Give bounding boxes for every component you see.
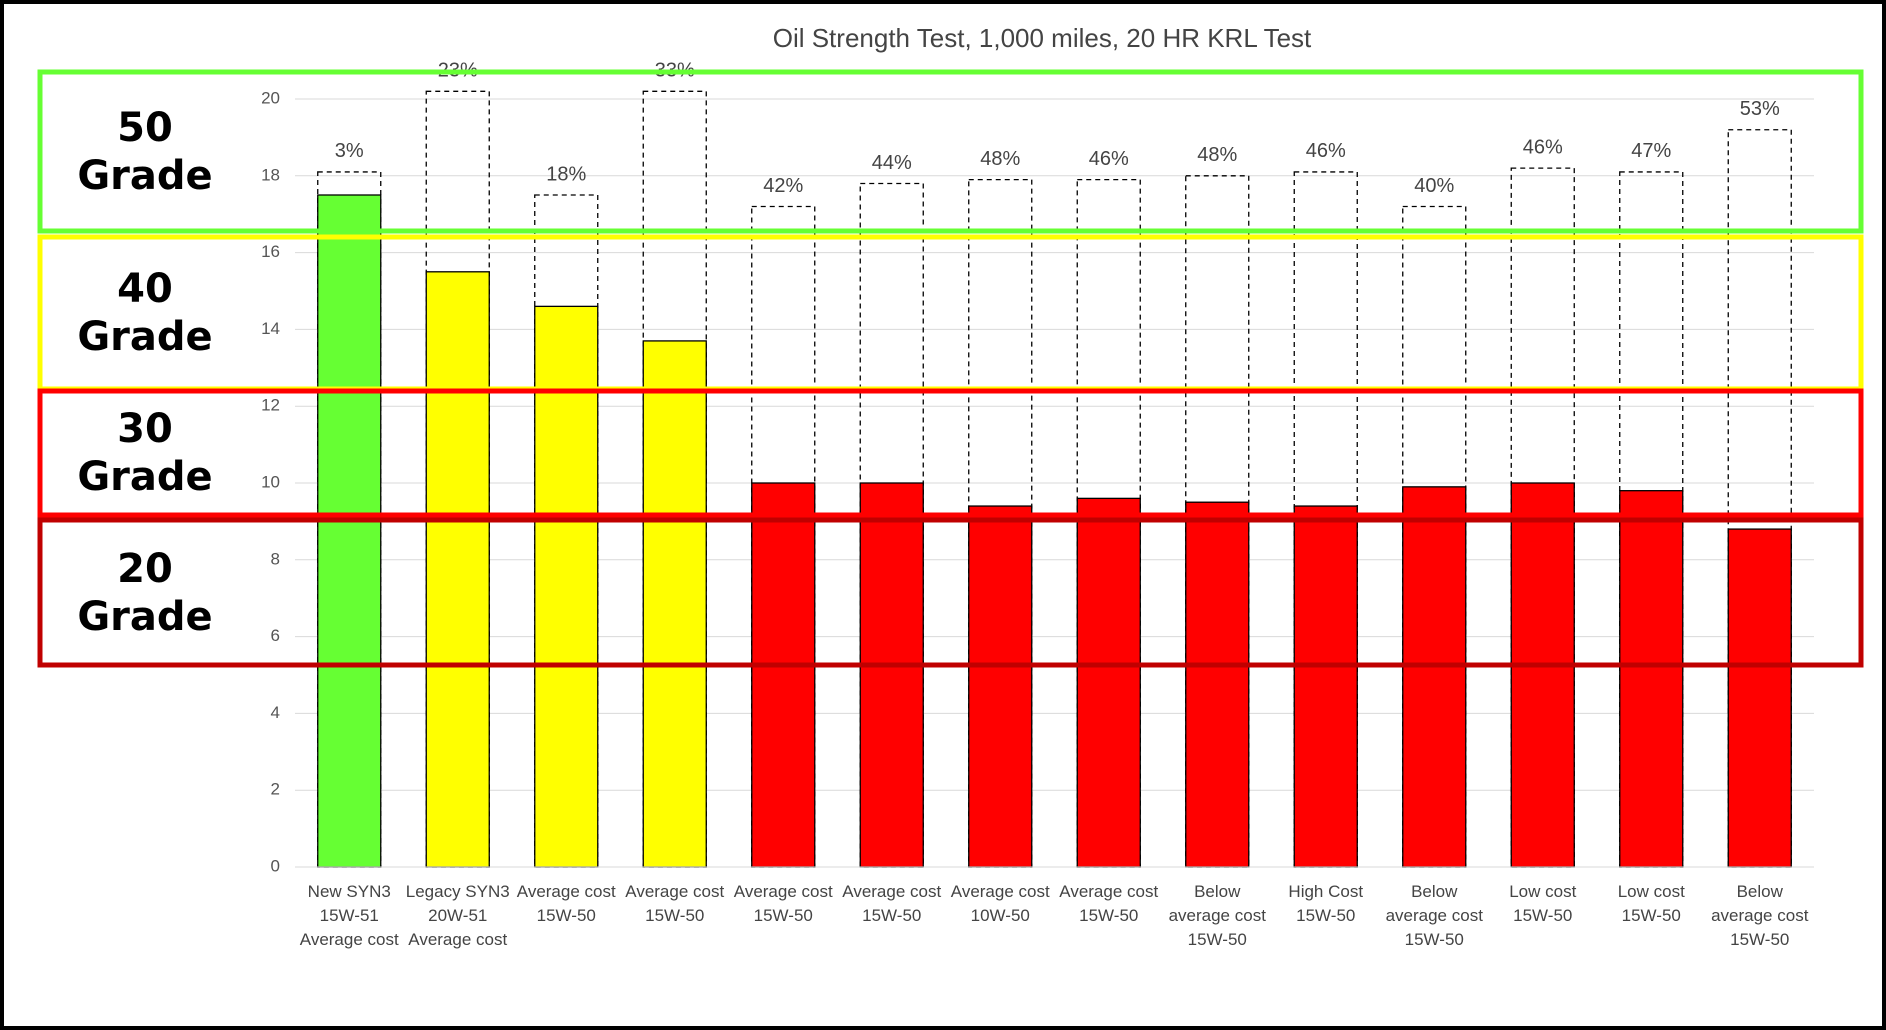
bar — [859, 482, 924, 868]
y-tick-label: 2 — [271, 780, 280, 799]
x-tick-label: Below average cost 15W-50 — [1385, 882, 1483, 949]
y-tick-label: 0 — [271, 856, 280, 875]
bar — [1619, 490, 1684, 868]
loss-label: 40% — [1414, 175, 1454, 197]
bar — [1402, 486, 1467, 868]
y-tick-label: 6 — [271, 626, 280, 645]
y-tick-label: 16 — [261, 242, 280, 261]
original-bar — [1293, 171, 1358, 868]
x-tick-label: Average cost 15W-50 — [733, 882, 833, 925]
loss-label: 42% — [763, 175, 803, 197]
grade-box — [37, 234, 1864, 392]
loss-label: 18% — [546, 163, 586, 185]
x-tick-label: New SYN3 15W-51 Average cost — [299, 882, 399, 949]
loss-label: 46% — [1523, 136, 1563, 158]
y-tick-label: 14 — [261, 319, 280, 338]
grade-label: 40 Grade — [77, 266, 213, 360]
bar — [1727, 528, 1792, 868]
y-tick-label: 18 — [261, 165, 280, 184]
loss-label: 53% — [1740, 98, 1780, 120]
y-tick-label: 12 — [261, 396, 280, 415]
grade-label: 20 Grade — [77, 545, 213, 640]
bar — [1185, 501, 1250, 868]
grade-label: 50 Grade — [77, 104, 213, 199]
x-tick-label: Average cost 15W-50 — [516, 882, 616, 925]
loss-label: 48% — [1197, 144, 1237, 166]
x-tick-label: High Cost 15W-50 — [1288, 882, 1364, 925]
x-tick-label: Average cost 10W-50 — [950, 882, 1050, 925]
loss-label: 46% — [1306, 140, 1346, 162]
bar — [317, 194, 382, 868]
bar — [534, 305, 599, 868]
grade-box — [37, 517, 1864, 668]
x-tick-label: Average cost 15W-50 — [1059, 882, 1159, 925]
bar — [642, 340, 707, 868]
grade-box — [37, 69, 1864, 234]
y-tick-label: 10 — [261, 472, 280, 491]
loss-label: 48% — [980, 148, 1020, 170]
bar — [968, 505, 1033, 868]
bar — [425, 271, 490, 868]
loss-label: 44% — [872, 152, 912, 174]
bar — [1510, 482, 1575, 868]
loss-label: 3% — [335, 140, 364, 162]
original-bar — [317, 171, 382, 868]
y-tick-label: 8 — [271, 549, 280, 568]
x-tick-label: Below average cost 15W-50 — [1168, 882, 1266, 949]
y-tick-label: 20 — [261, 88, 280, 107]
loss-label: 47% — [1631, 140, 1671, 162]
x-tick-label: Low cost 15W-50 — [1617, 882, 1685, 925]
y-tick-label: 4 — [271, 703, 280, 722]
chart-title: Oil Strength Test, 1,000 miles, 20 HR KR… — [773, 23, 1312, 53]
bar — [751, 482, 816, 868]
loss-label: 46% — [1089, 148, 1129, 170]
bar — [1293, 505, 1358, 868]
x-tick-label: Below average cost 15W-50 — [1711, 882, 1809, 949]
x-tick-label: Low cost 15W-50 — [1509, 882, 1577, 925]
x-tick-label: Average cost 15W-50 — [625, 882, 725, 925]
grade-box — [37, 388, 1864, 518]
x-tick-label: Legacy SYN3 20W-51 Average cost — [405, 882, 510, 949]
grade-label: 30 Grade — [77, 406, 213, 500]
x-tick-label: Average cost 15W-50 — [842, 882, 942, 925]
bar — [1076, 497, 1141, 868]
original-bar — [1619, 171, 1684, 868]
